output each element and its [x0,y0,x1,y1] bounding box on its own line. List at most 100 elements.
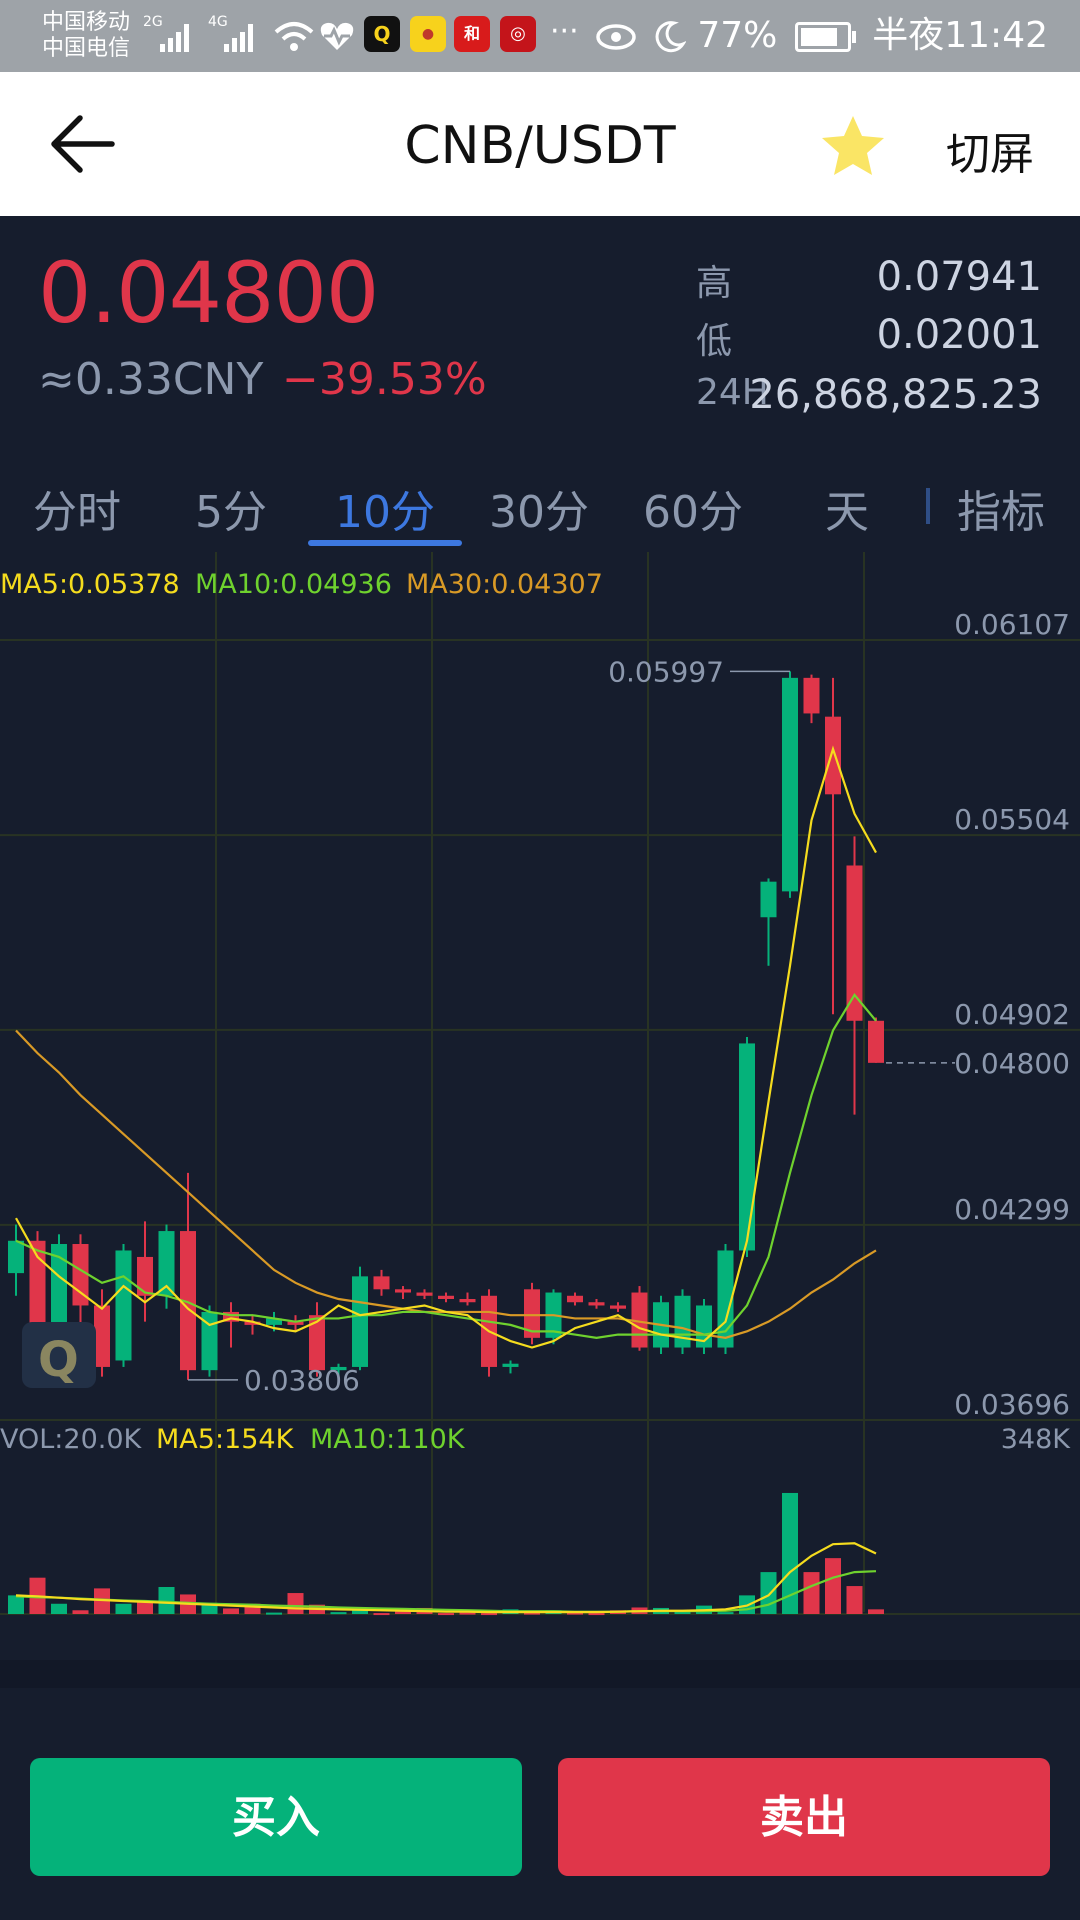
volume-bar [760,1572,777,1614]
switch-screen-button[interactable]: 切屏 [946,129,1034,180]
volume-bar [115,1603,132,1614]
candle-body [309,1315,325,1371]
time-axis-label: 16:40 [8,1618,89,1620]
volume-bar [137,1600,153,1614]
candle-body [610,1305,626,1309]
volume-bar [674,1610,691,1614]
watermark-logo-glyph: Q [38,1332,79,1388]
vol-legend: VOL:20.0K [0,1424,143,1455]
vol-ma10-legend: MA10:110K [310,1424,466,1455]
volume-bar [373,1613,390,1616]
candle-body [825,716,841,795]
volume-bar [158,1587,175,1614]
volume-bar [846,1586,863,1614]
volume-bar [72,1610,89,1614]
volume-bar [201,1602,218,1614]
candle-body [266,1318,282,1325]
time-axis-label: 11/16 18:30 [136,1618,306,1620]
chart-footer-band [0,1660,1080,1688]
back-arrow-icon[interactable] [50,112,120,176]
ma30-legend: MA30:0.04307 [406,569,603,600]
carrier-2: 中国电信 [42,36,131,61]
watermark-logo [22,1322,96,1388]
more-notifications-icon: ··· [550,14,579,49]
candle-body [524,1289,540,1338]
candle-body [137,1256,153,1296]
volume-bar [825,1558,841,1614]
candle-body [201,1311,218,1371]
candle-body [588,1302,605,1306]
volume-24h-label: 24H [696,372,769,413]
candle-body [846,865,863,1021]
tab-divider [926,488,930,524]
volume-bar [524,1612,540,1615]
candle-body [158,1231,175,1296]
candle-body [782,677,798,892]
signal-1-icon [160,22,194,52]
tab-indicators[interactable]: 指标 [957,487,1045,538]
candle-body [287,1321,304,1325]
volume-bar [868,1609,884,1614]
candle-body [739,1043,755,1251]
volume-bar [438,1613,454,1616]
candle-body [94,1305,110,1367]
carrier-labels: 中国移动 中国电信 [42,10,130,62]
tab-5min[interactable]: 5分 [195,487,267,538]
volume-bar [8,1595,24,1614]
candle-body [395,1289,411,1293]
volume-bar [588,1613,605,1616]
ma10-line [15,993,877,1339]
vol-ma5-legend: MA5:154K [156,1424,295,1455]
tab-10min[interactable]: 10分 [335,487,435,538]
kline-chart[interactable]: 0.06107 0.05504 0.04902 0.04299 0.03696 0.059… [0,550,1080,1620]
price-axis-label: 0.04299 [954,1193,1070,1226]
candle-body [567,1295,583,1303]
time-axis-label: 11/16 21:50 [568,1618,738,1620]
volume-bar [330,1612,347,1615]
candle-body [352,1276,368,1367]
favorite-star-icon[interactable] [820,114,886,178]
volume-bar [51,1603,67,1614]
buy-button[interactable]: 买入 [30,1758,522,1876]
candle-body [51,1244,67,1348]
app-q-icon: Q [364,16,400,52]
candle-body [244,1321,261,1325]
min-price-marker: 0.03806 [244,1364,360,1397]
price-axis-label: 0.04902 [954,998,1070,1031]
volume-bar [94,1588,110,1614]
vol-max-label: 348K [1001,1424,1072,1455]
tab-timeshare[interactable]: 分时 [33,487,121,538]
price-axis-label: 0.06107 [954,608,1070,641]
page-title: CNB/USDT [404,116,676,176]
volume-bar [395,1611,411,1614]
tab-60min[interactable]: 60分 [643,487,743,538]
health-heart-icon [320,22,354,50]
price-change: −39.53% [282,354,487,405]
vol-ma5-line [15,1542,877,1614]
volume-bar [352,1610,368,1614]
candle-body [373,1276,390,1290]
sell-button[interactable]: 卖出 [558,1758,1050,1876]
candle-body [760,881,777,918]
max-price-marker: 0.05997 [608,655,724,688]
battery-percent: 77% [697,15,778,56]
clock: 半夜11:42 [872,15,1048,56]
volume-bar [266,1612,282,1615]
tab-day[interactable]: 天 [825,487,869,538]
ma10-legend: MA10:0.04936 [195,569,392,600]
high-value: 0.07941 [876,254,1042,300]
carrier-1: 中国移动 [42,10,131,35]
volume-bar [287,1593,304,1614]
low-value: 0.02001 [876,312,1042,358]
volume-bar [223,1608,239,1614]
candle-body [502,1363,519,1367]
cny-equivalent: ≈0.33CNY [38,354,264,405]
status-right: 77% 半夜11:42 [596,12,1048,60]
app-hexun-icon: 和 [454,16,490,52]
tab-30min[interactable]: 30分 [489,487,589,538]
time-axis-label: 11/16 23:40 [784,1618,954,1620]
volume-bar [782,1492,798,1614]
active-tab-indicator [308,540,462,546]
top-nav: CNB/USDT 切屏 [0,72,1080,216]
volume-bar [803,1572,820,1614]
